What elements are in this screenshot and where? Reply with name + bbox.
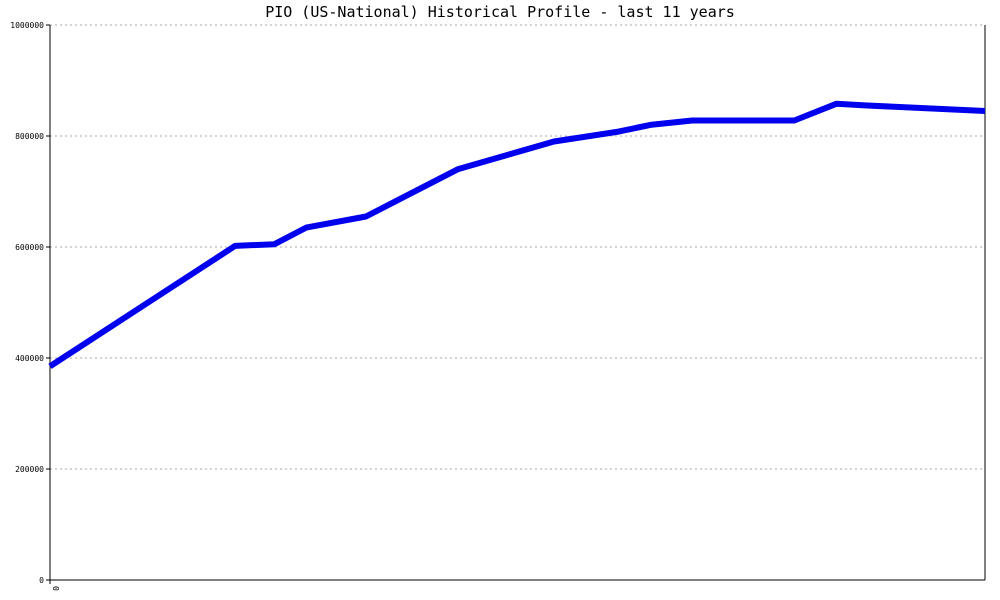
axes xyxy=(49,25,986,581)
y-tick-label: 800000 xyxy=(15,132,44,141)
y-tick-label: 400000 xyxy=(15,354,44,363)
x-tick-label: 0 xyxy=(51,586,60,591)
y-tick-labels: 0 200000 400000 600000 800000 1000000 xyxy=(10,21,50,585)
gridlines xyxy=(50,24,985,470)
series-layer xyxy=(48,100,986,369)
y-tick-label: 1000000 xyxy=(10,21,44,30)
y-tick-label: 200000 xyxy=(15,465,44,474)
series-line xyxy=(48,100,986,369)
chart-title: PIO (US-National) Historical Profile - l… xyxy=(265,3,735,21)
y-tick-label: 0 xyxy=(39,576,44,585)
y-tick-label: 600000 xyxy=(15,243,44,252)
x-tick-labels: 0 xyxy=(49,580,60,591)
